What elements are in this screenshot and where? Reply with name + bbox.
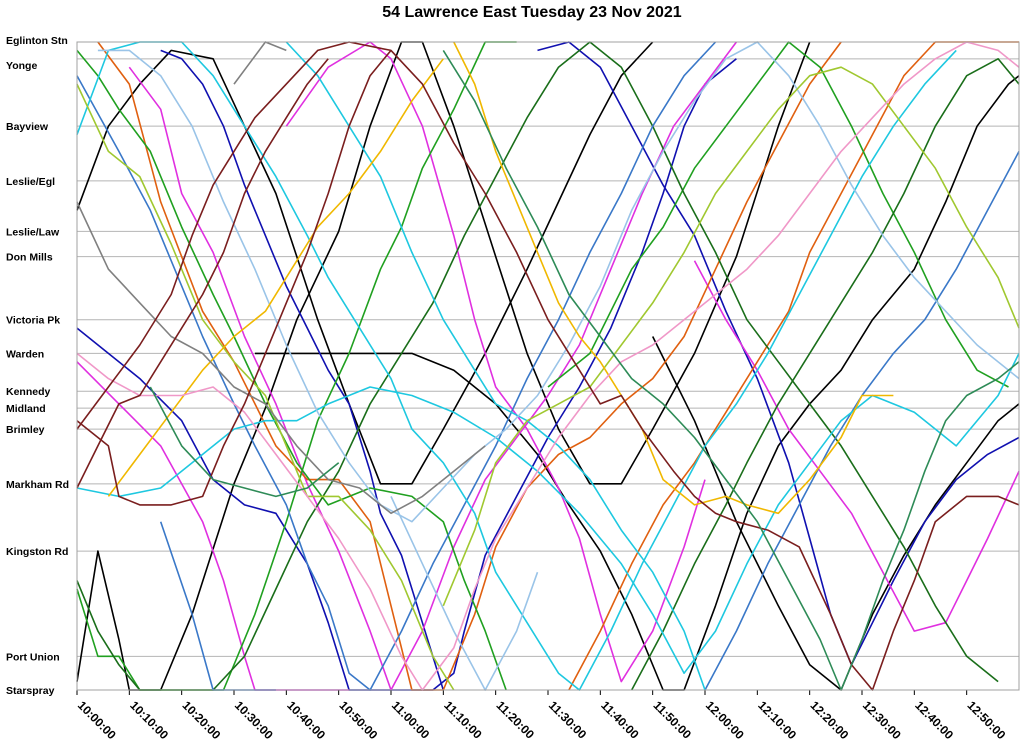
stop-label: Port Union [6,651,60,663]
time-tick-label: 11:30:00 [546,698,590,742]
vehicle-trip-line [76,41,654,485]
time-tick-label: 10:30:00 [232,698,276,742]
stop-label: Eglinton Stn [6,35,68,47]
vehicle-trip-line [630,58,1020,691]
vehicle-trip-line [97,41,1020,523]
stop-label: Kennedy [6,386,51,398]
stop-label: Leslie/Law [6,226,60,238]
time-tick-label: 11:00:00 [389,698,433,742]
stop-label: Brimley [6,424,45,436]
stop-gridlines [77,41,1019,691]
time-tick-label: 12:20:00 [808,698,852,742]
vehicle-trip-line [651,336,1020,691]
stop-label: Bayview [6,121,49,133]
vehicle-trip-line [76,41,517,691]
vehicle-trip-line [390,496,539,691]
vehicle-trip-line [76,58,737,691]
vehicle-trip-line [453,41,894,515]
time-tick-label: 12:30:00 [860,698,904,742]
vehicle-trip-line [76,58,329,489]
vehicle-trip-line [76,49,392,506]
vehicle-trip-line [76,41,717,691]
vehicle-trip-line [76,49,507,691]
stop-label: Midland [6,403,46,415]
stop-label: Warden [6,348,44,360]
plot-frame [76,41,1020,691]
vehicle-trip-line [76,201,486,515]
vehicle-trip-line [160,49,445,691]
vehicle-trip-line [285,41,706,683]
vehicle-trip-lines [76,41,1020,691]
vehicle-trip-line [76,41,1020,691]
chart-title: 54 Lawrence East Tuesday 23 Nov 2021 [382,4,682,21]
time-tick-label: 11:40:00 [598,698,642,742]
time-tick-label: 12:00:00 [703,698,747,742]
time-tick-label: 10:20:00 [180,698,224,742]
vehicle-trip-line [76,41,1020,691]
vehicle-trip-line [233,41,287,85]
time-tick-label: 11:50:00 [651,698,695,742]
stop-label: Markham Rd [6,479,69,491]
stop-label: Yonge [6,60,37,72]
vehicle-trip-line [76,361,350,691]
vehicle-trip-line [704,151,1020,691]
time-tick-label: 11:20:00 [494,698,538,742]
time-tick-label: 12:10:00 [755,698,799,742]
vehicle-trip-line [149,386,340,498]
stop-labels: Eglinton Stn Yonge Bayview Leslie/Egl Leslie… [6,35,69,697]
vehicle-trip-line [568,41,1019,691]
vehicle-trip-line [128,41,738,691]
time-tick-labels: 10:00:00 10:10:00 10:20:00 10:30:00 10:40:00… [75,690,1009,742]
vehicle-trip-line [442,49,1020,691]
vehicle-trip-line [76,83,455,691]
vehicle-trip-line [76,353,1020,674]
time-tick-label: 12:50:00 [965,698,1009,742]
vehicle-trip-line [442,66,1020,607]
vehicle-trip-line [107,58,444,497]
time-tick-label: 10:00:00 [75,698,119,742]
stop-label: Kingston Rd [6,546,68,558]
vehicle-trip-line [76,41,957,691]
time-tick-label: 12:40:00 [912,698,956,742]
stop-label: Starspray [6,685,55,697]
vehicle-trip-line [693,260,1020,632]
stop-label: Leslie/Egl [6,176,55,188]
stop-label: Don Mills [6,252,53,264]
vehicle-trip-line [537,41,1020,666]
stop-label: Victoria Pk [6,315,60,327]
time-tick-label: 10:50:00 [337,698,381,742]
time-tick-label: 10:40:00 [284,698,328,742]
time-tick-label: 11:10:00 [441,698,485,742]
vehicle-trip-line [285,41,706,691]
vehicle-trip-line [159,521,276,691]
time-tick-label: 10:10:00 [127,698,171,742]
